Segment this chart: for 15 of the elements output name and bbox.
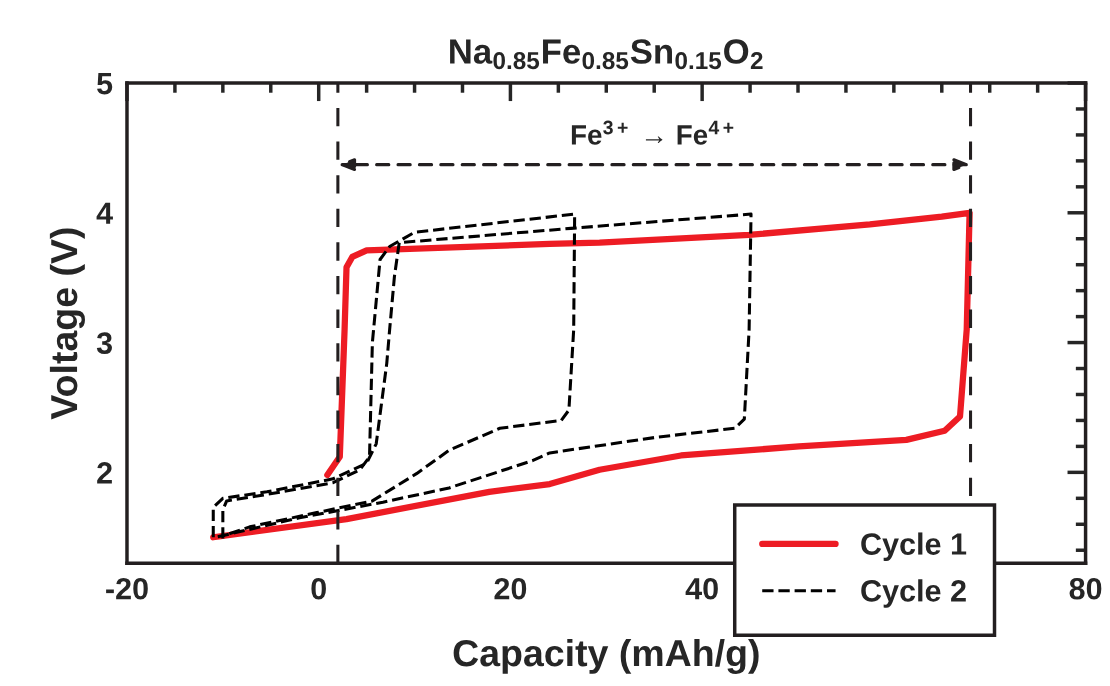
x-tick-label: 20 <box>494 577 527 600</box>
y-tick-label: 4 <box>96 202 113 224</box>
y-axis-title: Voltage (V) <box>49 228 85 420</box>
y-tick-label: 5 <box>97 73 113 95</box>
chart-title: Na$_{0.85}$Fe$_{0.85}$Sn$_{0.15}$O$_{2}$ <box>450 39 763 70</box>
x-tick-label: 0 <box>311 577 326 600</box>
x-axis-title: Capacity (mAh/g) <box>453 638 759 675</box>
annotation: Fe$^{3+}$ → Fe$^{4+}$ <box>571 120 734 145</box>
legend-label: Cycle 1 <box>861 532 967 561</box>
legend-label: Cycle 2 <box>861 579 966 608</box>
y-tick-label: 2 <box>97 462 112 484</box>
x-tick-label: -20 <box>106 577 148 600</box>
x-tick-label: 80 <box>1069 577 1102 600</box>
y-tick-label: 3 <box>96 332 112 354</box>
x-tick-label: 40 <box>685 577 718 600</box>
